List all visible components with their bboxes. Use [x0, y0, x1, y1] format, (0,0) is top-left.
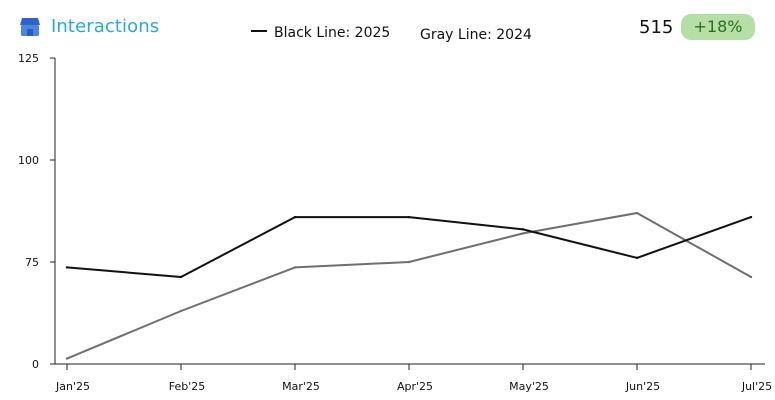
data-point [179, 309, 183, 313]
store-icon [20, 18, 40, 36]
chart-title: Interactions [51, 16, 160, 37]
x-tick-label: Jul'25 [741, 380, 772, 393]
legend-item-2025: Black Line: 2025 [251, 25, 390, 41]
legend-swatch-2025 [251, 30, 267, 32]
x-tick-label: Mar'25 [282, 380, 320, 393]
data-point [521, 228, 525, 231]
data-point [635, 256, 639, 260]
y-tick-label: 100 [18, 154, 39, 167]
y-tick-label: 0 [32, 358, 39, 371]
data-point [749, 275, 753, 279]
x-tick-label: Jan'25 [55, 380, 90, 393]
data-point [65, 266, 69, 269]
data-point [635, 211, 639, 215]
x-tick-label: Jun'25 [625, 380, 660, 393]
legend-label-2024: Gray Line: 2024 [420, 27, 532, 43]
series-line-black-line-2025 [66, 216, 752, 278]
data-point [407, 215, 411, 219]
chart-series [65, 211, 753, 360]
y-axis-ticks: 0 75 100 125 [18, 52, 55, 371]
data-point [521, 232, 525, 235]
data-point [407, 260, 411, 264]
data-point [179, 275, 183, 279]
y-tick-label: 125 [18, 52, 39, 65]
chart-header: Interactions Black Line: 2025 Gray Line:… [0, 0, 775, 56]
y-tick-label: 75 [25, 256, 39, 269]
data-point [293, 215, 297, 219]
series-line-gray-line-2024 [66, 212, 752, 360]
legend-label-2025: Black Line: 2025 [274, 25, 391, 41]
total-value: 515 [639, 17, 674, 38]
x-tick-label: May'25 [509, 380, 549, 393]
data-point [65, 357, 69, 360]
x-tick-label: Apr'25 [397, 380, 433, 393]
x-axis-ticks: Jan'25 Feb'25 Mar'25 Apr'25 May'25 Jun'25 Jul'… [55, 364, 772, 393]
chart-axes [54, 58, 765, 365]
x-tick-label: Feb'25 [169, 380, 206, 393]
data-point [293, 266, 297, 269]
legend-item-2024: Gray Line: 2024 [420, 27, 532, 43]
change-badge: +18% [681, 14, 755, 40]
data-point [749, 215, 753, 219]
